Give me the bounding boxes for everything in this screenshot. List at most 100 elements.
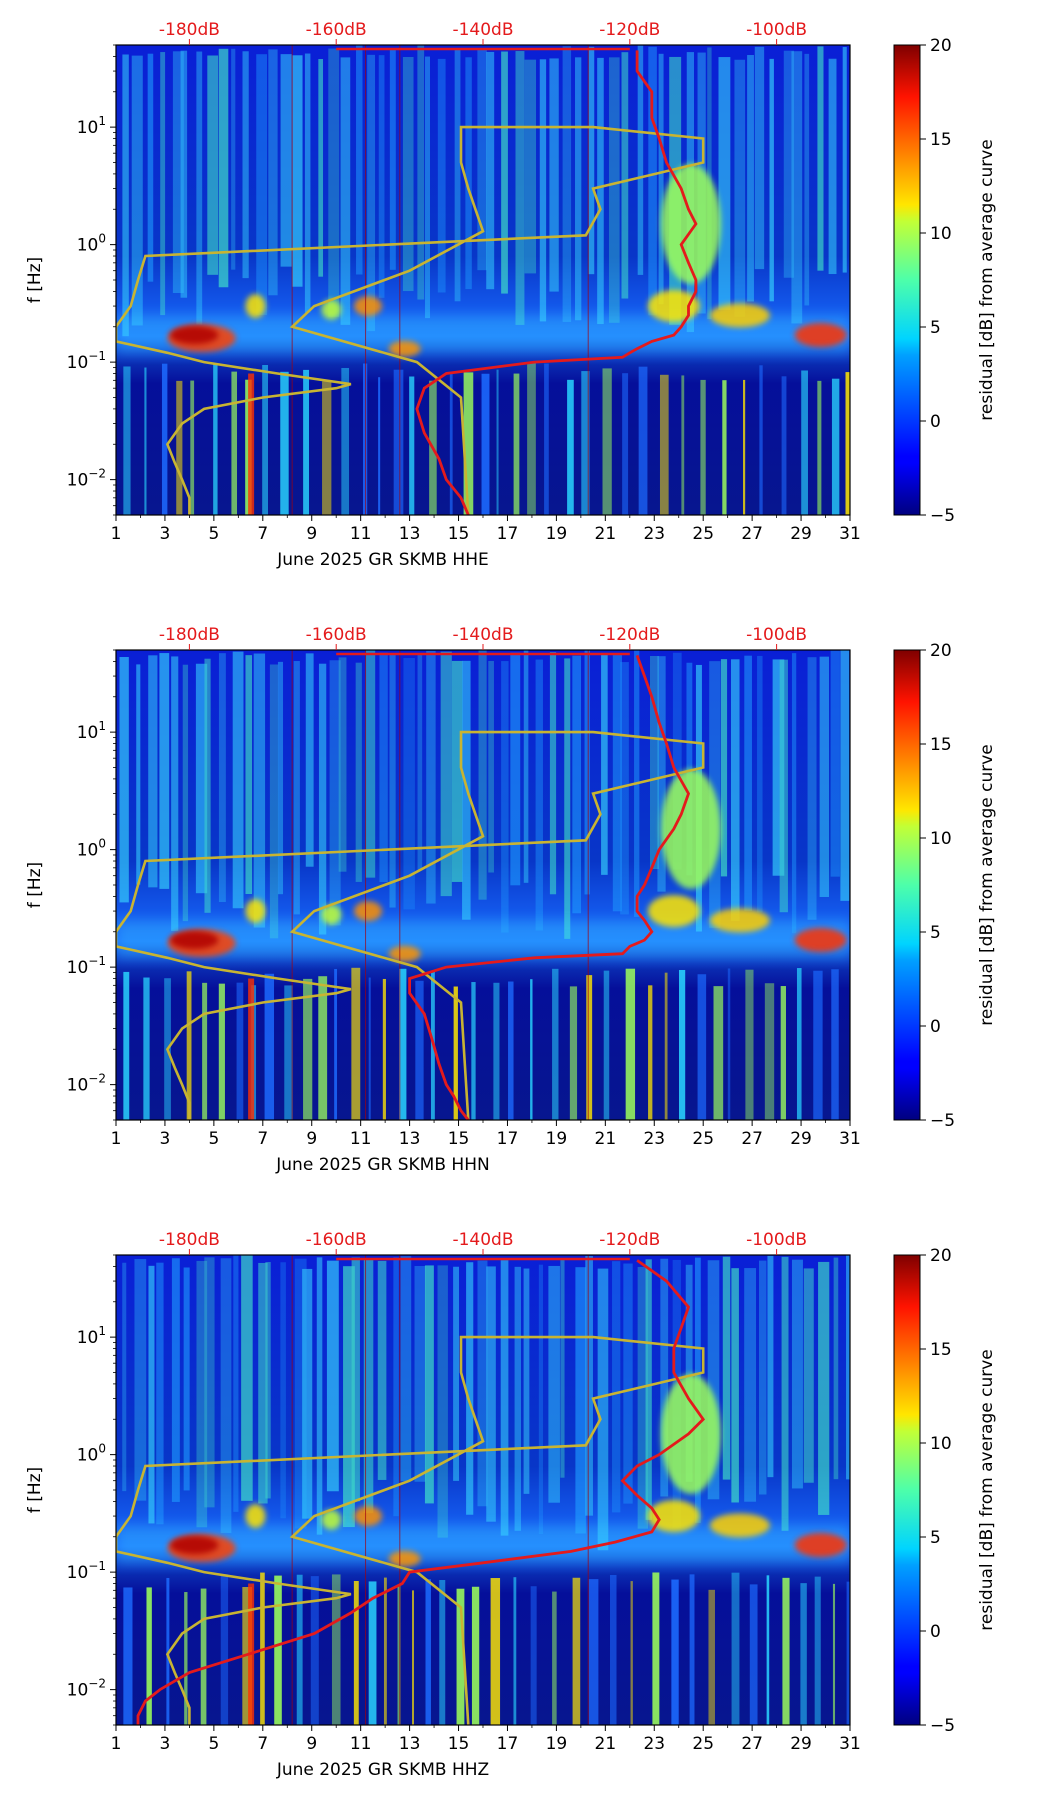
top-db-tick-label: -140dB [452,625,513,645]
x-tick-label: 15 [448,1129,470,1149]
x-tick-label: 13 [399,524,421,544]
x-tick-label: 27 [741,1734,763,1754]
x-tick-label: 21 [595,1734,617,1754]
noise-model-line [116,730,705,1120]
x-tick-label: 11 [350,1734,372,1754]
top-db-tick-label: -120dB [599,20,660,40]
x-tick-label: 11 [350,1129,372,1149]
heatmap-image [116,650,850,1120]
y-tick-label: 10−1 [67,349,106,373]
x-tick-label: 17 [497,1734,519,1754]
colorbar: 20 15 10 5 0 −5 residual [dB] from average cur… [893,641,997,1131]
colorbar-tick-label: 20 [930,36,952,56]
x-tick-label: 25 [692,524,714,544]
x-axis-label: June 2025 GR SKMB HHE [276,550,488,570]
x-tick-label: 17 [497,1129,519,1149]
top-db-tick-label: -100dB [746,20,807,40]
x-tick-label: 23 [643,524,665,544]
colorbar-tick-label: 20 [930,1246,952,1266]
x-axis-label: June 2025 GR SKMB HHN [275,1155,489,1175]
x-tick-label: 11 [350,524,372,544]
y-tick-label: 101 [77,114,106,138]
colorbar-label: residual [dB] from average curve [977,1349,997,1630]
colorbar-tick-label: 5 [930,318,941,338]
colorbar-tick-label: −5 [930,1716,955,1736]
colorbar-tick-label: 15 [930,1340,952,1360]
colorbar-tick-label: 0 [930,1017,941,1037]
x-tick-label: 19 [546,1129,568,1149]
x-tick-label: 3 [160,1129,171,1149]
x-tick-label: 3 [160,524,171,544]
top-db-tick-label: -160dB [306,625,367,645]
colorbar-label: residual [dB] from average curve [977,139,997,420]
x-tick-label: 29 [790,1129,812,1149]
x-tick-label: 5 [208,1734,219,1754]
x-tick-label: 29 [790,1734,812,1754]
colorbar-tick-label: −5 [930,506,955,526]
colorbar-tick-label: 10 [930,224,952,244]
y-tick-label: 10−2 [67,1072,106,1096]
x-tick-label: 7 [257,524,268,544]
y-tick-label: 10−2 [67,1677,106,1701]
x-tick-label: 9 [306,1129,317,1149]
x-tick-label: 1 [111,1734,122,1754]
x-tick-label: 31 [839,524,861,544]
x-tick-label: 27 [741,524,763,544]
y-tick-label: 10−1 [67,1559,106,1583]
colorbar-label: residual [dB] from average curve [977,744,997,1025]
x-tick-label: 23 [643,1129,665,1149]
y-axis-label: f [Hz] [25,1467,45,1513]
psd-curve-line [408,654,691,1120]
x-tick-label: 5 [208,1129,219,1149]
noise-model-line [116,125,705,515]
colorbar-tick-label: 10 [930,829,952,849]
x-tick-label: 23 [643,1734,665,1754]
x-tick-label: 25 [692,1734,714,1754]
y-tick-label: 101 [77,1324,106,1348]
x-tick-label: 15 [448,524,470,544]
top-db-tick-label: -160dB [306,20,367,40]
x-tick-label: 27 [741,1129,763,1149]
x-tick-label: 1 [111,1129,122,1149]
x-tick-label: 29 [790,524,812,544]
colorbar-tick-label: 10 [930,1434,952,1454]
psd-curve-line [415,50,698,515]
spectrogram-panel-hhe: 1 3 5 7 9 11 13 15 17 19 21 23 25 27 29 3110−210−110010… [25,20,997,570]
y-tick-label: 100 [77,837,106,861]
colorbar-tick-label: 0 [930,412,941,432]
colorbar-tick-label: 5 [930,1528,941,1548]
top-db-tick-label: -180dB [159,625,220,645]
noise-model-line [116,1335,705,1725]
y-axis-label: f [Hz] [25,862,45,908]
colorbar-tick-label: −5 [930,1111,955,1131]
y-axis-label: f [Hz] [25,257,45,303]
y-tick-label: 100 [77,1442,106,1466]
top-db-tick-label: -100dB [746,625,807,645]
top-db-tick-label: -140dB [452,20,513,40]
x-tick-label: 13 [399,1734,421,1754]
top-db-tick-label: -160dB [306,1230,367,1250]
x-tick-label: 19 [546,1734,568,1754]
x-tick-label: 9 [306,1734,317,1754]
y-tick-label: 10−2 [67,467,106,491]
top-db-tick-label: -180dB [159,1230,220,1250]
colorbar: 20 15 10 5 0 −5 residual [dB] from average cur… [893,36,997,526]
colorbar-tick-label: 0 [930,1622,941,1642]
y-tick-label: 100 [77,232,106,256]
x-tick-label: 7 [257,1129,268,1149]
x-tick-label: 17 [497,524,519,544]
x-tick-label: 13 [399,1129,421,1149]
x-tick-label: 21 [595,1129,617,1149]
top-db-tick-label: -140dB [452,1230,513,1250]
top-db-tick-label: -120dB [599,1230,660,1250]
x-tick-label: 21 [595,524,617,544]
psd-curve-line [136,1259,706,1725]
y-tick-label: 10−1 [67,954,106,978]
heatmap-image [116,45,850,515]
colorbar: 20 15 10 5 0 −5 residual [dB] from average cur… [893,1246,997,1736]
colorbar-tick-label: 20 [930,641,952,661]
y-tick-label: 101 [77,719,106,743]
top-db-tick-label: -100dB [746,1230,807,1250]
top-db-tick-label: -120dB [599,625,660,645]
